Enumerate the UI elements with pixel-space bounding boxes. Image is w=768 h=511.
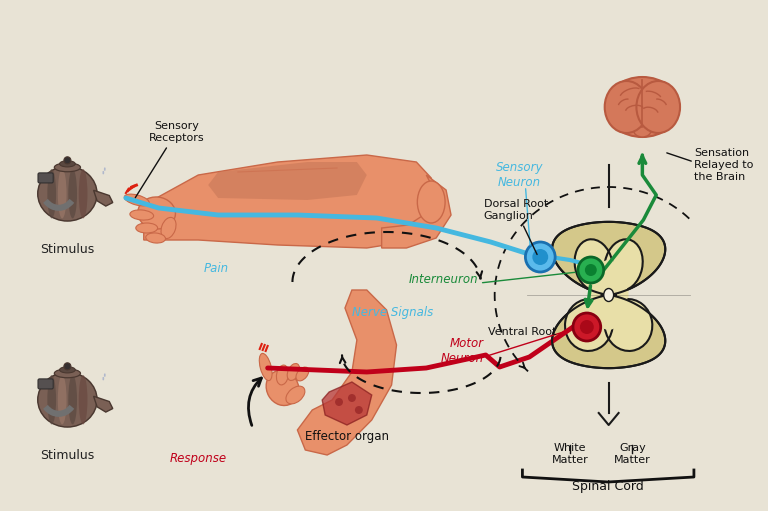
Ellipse shape [604,81,648,133]
Polygon shape [382,175,451,248]
Ellipse shape [48,169,56,218]
Ellipse shape [296,367,309,381]
Circle shape [578,257,604,283]
Circle shape [573,313,601,341]
Ellipse shape [58,375,67,425]
Ellipse shape [590,260,627,330]
Circle shape [585,264,597,276]
Text: Interneuron: Interneuron [409,273,478,286]
FancyBboxPatch shape [38,379,53,389]
Ellipse shape [287,363,300,381]
Ellipse shape [38,373,97,427]
Text: Response: Response [170,452,227,465]
Circle shape [525,242,555,272]
Polygon shape [322,382,372,425]
Ellipse shape [58,169,67,218]
Ellipse shape [136,223,157,233]
Ellipse shape [589,259,628,331]
Ellipse shape [604,239,643,291]
Text: Sensation
Relayed to
the Brain: Sensation Relayed to the Brain [694,148,753,181]
Ellipse shape [286,386,305,404]
Ellipse shape [55,163,81,172]
Text: White
Matter: White Matter [551,444,588,465]
Ellipse shape [574,239,613,291]
Ellipse shape [260,354,272,381]
Polygon shape [144,155,436,248]
Ellipse shape [48,375,56,425]
Ellipse shape [276,365,289,385]
Ellipse shape [68,375,77,425]
Text: Sensory
Receptors: Sensory Receptors [135,121,204,198]
Text: Dorsal Root
Ganglion: Dorsal Root Ganglion [484,199,548,254]
Circle shape [355,406,362,414]
Ellipse shape [634,123,651,137]
Circle shape [580,320,594,334]
Text: Stimulus: Stimulus [40,449,94,462]
Ellipse shape [565,299,613,351]
Polygon shape [94,396,113,412]
Circle shape [532,249,548,265]
Ellipse shape [79,169,88,218]
Text: Gray
Matter: Gray Matter [614,444,650,465]
Ellipse shape [137,197,175,229]
Ellipse shape [130,210,154,220]
Text: Sensory
Neuron: Sensory Neuron [495,161,543,189]
Ellipse shape [604,299,652,351]
Text: Stimulus: Stimulus [40,243,94,256]
FancyBboxPatch shape [38,173,53,183]
Ellipse shape [55,369,81,378]
Text: Effector organ: Effector organ [305,430,389,443]
Polygon shape [552,222,665,368]
Ellipse shape [637,81,680,133]
Ellipse shape [161,217,176,239]
Ellipse shape [60,161,75,167]
Circle shape [335,398,343,406]
Text: Nerve Signals: Nerve Signals [352,306,433,319]
Ellipse shape [79,375,88,425]
Ellipse shape [146,233,166,243]
Ellipse shape [60,367,75,373]
Circle shape [348,394,356,402]
Ellipse shape [605,77,680,137]
Ellipse shape [68,169,77,218]
Polygon shape [208,162,367,200]
Text: Ventral Root: Ventral Root [488,327,556,337]
Ellipse shape [266,370,299,406]
Ellipse shape [38,167,97,221]
Text: Motor
Neuron: Motor Neuron [441,337,484,365]
Polygon shape [297,290,396,455]
Ellipse shape [604,289,614,301]
Ellipse shape [124,194,149,206]
Text: Pain: Pain [204,262,228,275]
Polygon shape [94,190,113,206]
Circle shape [64,363,71,370]
Circle shape [64,157,71,164]
Text: Spinal Cord: Spinal Cord [572,480,644,493]
Ellipse shape [417,181,445,223]
